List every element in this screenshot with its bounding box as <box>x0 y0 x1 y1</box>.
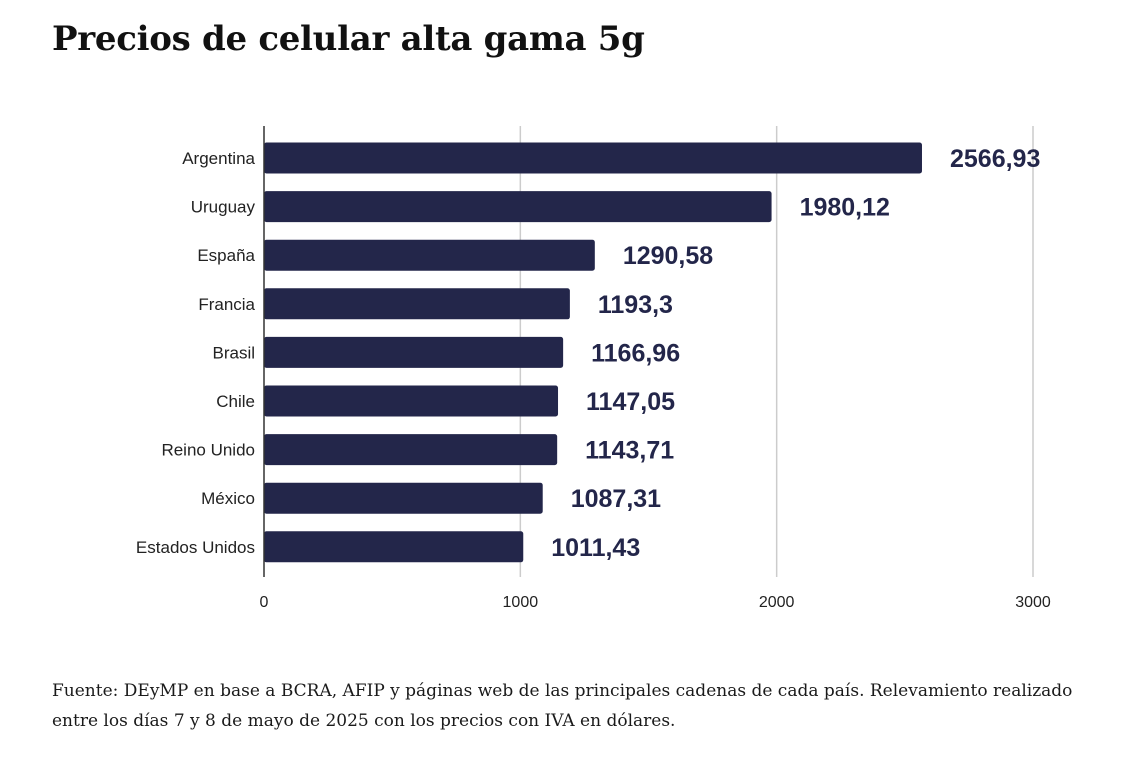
value-label: 1193,3 <box>598 291 673 319</box>
x-tick-label: 3000 <box>1015 594 1051 611</box>
bar-chart: Argentina Uruguay España Francia Brasil Chile… <box>136 126 1051 611</box>
category-label: Reino Unido <box>161 441 255 460</box>
value-label: 1166,96 <box>591 339 680 367</box>
category-label: Argentina <box>182 149 255 168</box>
value-label: 1143,71 <box>585 437 674 465</box>
value-labels: 2566,93 1980,12 1290,58 1193,3 1166,96 1147,0… <box>551 145 1040 562</box>
bar <box>264 531 524 563</box>
value-label: 2566,93 <box>950 145 1040 173</box>
bar <box>264 385 559 417</box>
category-label: Brasil <box>212 343 255 362</box>
category-label: Francia <box>198 295 255 314</box>
category-label: Estados Unidos <box>136 538 255 557</box>
bar <box>264 142 922 174</box>
value-label: 1147,05 <box>586 388 675 416</box>
source-note: Fuente: DEyMP en base a BCRA, AFIP y pág… <box>52 681 1073 731</box>
value-label: 1087,31 <box>571 485 661 513</box>
bars <box>264 142 922 563</box>
bar <box>264 434 558 466</box>
value-label: 1290,58 <box>623 242 713 270</box>
bar <box>264 288 570 320</box>
bar <box>264 336 564 368</box>
category-label: Uruguay <box>191 198 256 217</box>
bar <box>264 482 543 514</box>
x-tick-label: 1000 <box>503 594 539 611</box>
category-labels: Argentina Uruguay España Francia Brasil Chile… <box>136 149 256 557</box>
value-label: 1980,12 <box>800 194 890 222</box>
category-label: España <box>197 246 255 265</box>
x-tick-label: 2000 <box>759 594 795 611</box>
x-tick-labels: 0 1000 2000 3000 <box>260 594 1051 611</box>
category-label: México <box>201 489 255 508</box>
x-tick-label: 0 <box>260 594 269 611</box>
chart-title: Precios de celular alta gama 5g <box>52 19 645 59</box>
bar <box>264 239 595 271</box>
value-label: 1011,43 <box>551 534 640 562</box>
bar <box>264 191 772 223</box>
category-label: Chile <box>216 392 255 411</box>
